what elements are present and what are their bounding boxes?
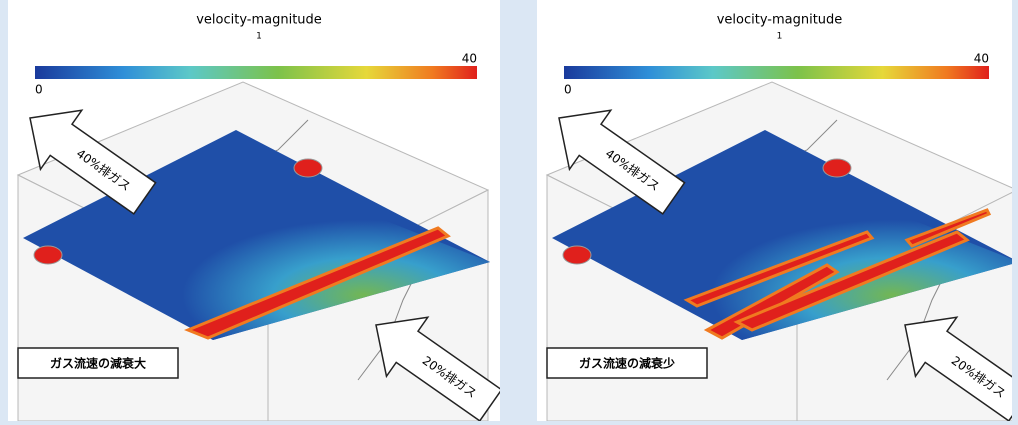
inlet [563,246,591,264]
colorbar-unit: 1 [256,32,262,42]
note-label: ガス流速の減衰少 [579,356,675,371]
colorbar-max: 40 [974,52,989,66]
colorbar-min: 0 [35,83,43,97]
colorbar-title: velocity-magnitude [196,13,322,28]
inlet [294,159,322,177]
colorbar-min: 0 [564,83,572,97]
colorbar [564,66,989,79]
panel-canvas: velocity-magnitude104040%排ガス20%排ガスガス流速の減… [8,0,500,421]
colorbar-title: velocity-magnitude [717,13,843,28]
inlet [34,246,62,264]
colorbar [35,66,477,79]
inlet [823,159,851,177]
colorbar-unit: 1 [777,32,783,42]
panel-canvas: velocity-magnitude104040%排ガス20%排ガスガス流速の減… [537,0,1012,421]
note-label: ガス流速の減衰大 [50,356,146,371]
colorbar-max: 40 [462,52,477,66]
screenshot: velocity-magnitude104040%排ガス20%排ガスガス流速の減… [0,0,1018,421]
